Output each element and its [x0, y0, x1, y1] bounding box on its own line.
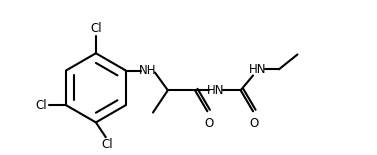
- Text: O: O: [250, 117, 259, 130]
- Text: HN: HN: [249, 63, 267, 76]
- Text: Cl: Cl: [90, 22, 102, 35]
- Text: NH: NH: [139, 64, 157, 77]
- Text: HN: HN: [207, 84, 225, 97]
- Text: Cl: Cl: [101, 138, 113, 151]
- Text: O: O: [204, 117, 213, 130]
- Text: Cl: Cl: [36, 99, 48, 112]
